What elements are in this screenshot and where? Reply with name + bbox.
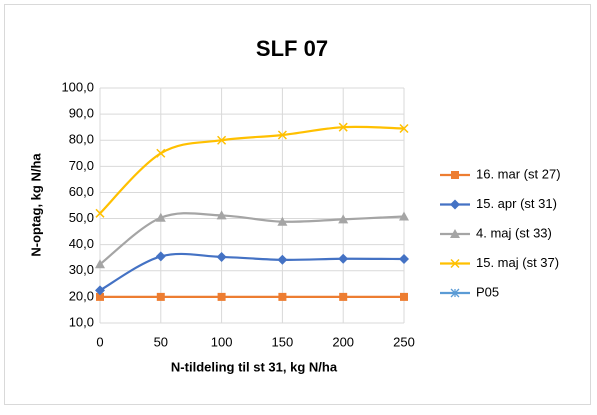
y-tick-label: 50,0 <box>69 210 94 225</box>
x-tick-label: 200 <box>332 334 354 349</box>
x-tick-label: 0 <box>96 334 103 349</box>
marker <box>96 292 104 301</box>
series-line <box>99 125 405 215</box>
x-axis-label: N-tildeling til st 31, kg N/ha <box>171 359 338 374</box>
marker <box>339 292 348 301</box>
y-tick-label: 40,0 <box>69 236 94 251</box>
marker <box>95 259 105 269</box>
marker <box>155 251 166 262</box>
marker <box>156 148 166 158</box>
marker <box>217 292 226 301</box>
marker <box>399 254 409 265</box>
x-tick-label: 250 <box>393 334 415 349</box>
legend-label: P05 <box>476 284 499 299</box>
legend-marker <box>450 199 460 210</box>
series-line <box>99 212 405 266</box>
legend-marker <box>450 258 460 269</box>
marker <box>216 251 227 262</box>
y-tick-label: 90,0 <box>69 106 94 121</box>
y-tick-label: 60,0 <box>69 184 94 199</box>
x-tick-label: 50 <box>154 334 168 349</box>
marker <box>156 292 165 301</box>
marker <box>216 210 227 220</box>
marker <box>400 292 408 301</box>
legend-label: 16. mar (st 27) <box>476 166 561 181</box>
y-tick-label: 10,0 <box>69 314 94 329</box>
chart-border <box>4 4 591 405</box>
y-tick-label: 100,0 <box>61 79 94 94</box>
marker <box>277 216 288 226</box>
x-tick-label: 100 <box>211 334 233 349</box>
y-tick-label: 70,0 <box>69 158 94 173</box>
legend-label: 15. maj (st 37) <box>476 255 559 270</box>
marker <box>277 130 287 140</box>
y-tick-label: 80,0 <box>69 132 94 147</box>
x-tick-label: 150 <box>272 334 294 349</box>
y-tick-label: 30,0 <box>69 262 94 277</box>
legend-label: 15. apr (st 31) <box>476 196 557 211</box>
legend-marker <box>451 171 459 179</box>
y-tick-label: 20,0 <box>69 288 94 303</box>
marker <box>399 123 409 134</box>
legend-marker <box>450 229 460 238</box>
marker <box>95 285 105 296</box>
marker <box>217 135 227 145</box>
marker <box>155 212 166 222</box>
legend-marker <box>450 288 460 298</box>
legend-label: 4. maj (st 33) <box>476 225 552 240</box>
marker <box>95 208 105 218</box>
chart-title: SLF 07 <box>256 36 328 61</box>
marker <box>278 292 287 301</box>
y-axis-label: N-optag, kg N/ha <box>28 153 43 257</box>
marker <box>338 122 348 132</box>
marker <box>277 254 288 265</box>
marker <box>338 253 349 264</box>
marker <box>399 211 409 221</box>
marker <box>338 214 349 224</box>
